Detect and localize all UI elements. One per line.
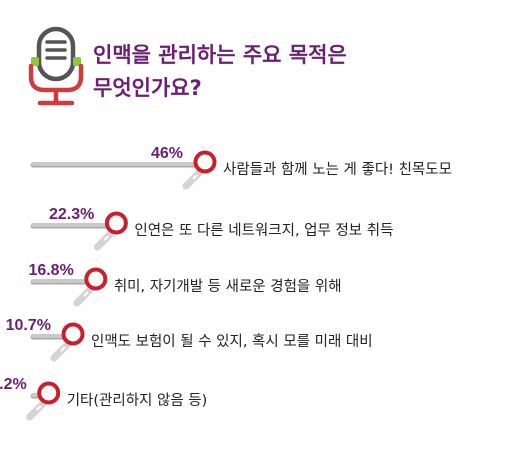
- microphone-head: [61, 322, 85, 346]
- bar-category-label: 기타(관리하지 않음 등): [67, 392, 208, 409]
- microphone-handle-ring: [35, 405, 42, 411]
- microphone-head: [193, 150, 217, 174]
- bar-value-label: 16.8%: [28, 262, 73, 279]
- bar-value-label: 4.2%: [0, 376, 27, 393]
- bar-category-label: 사람들과 함께 노는 게 좋다! 친목도모: [223, 161, 452, 178]
- bar-value-label: 22.3%: [49, 206, 94, 223]
- bar-category-label: 취미, 자기개발 등 새로운 경험을 위해: [114, 278, 342, 295]
- microphone-icon: [28, 26, 84, 106]
- microphone-icon: [26, 381, 61, 421]
- microphone-icon: [73, 267, 108, 307]
- microphone-icon: [93, 211, 128, 251]
- microphone-handle-ring: [60, 346, 66, 352]
- microphone-icon: [50, 322, 85, 362]
- microphone-head: [84, 267, 108, 291]
- microphone-head: [104, 211, 128, 235]
- bar-value-label: 46%: [151, 145, 183, 162]
- chart-title-line1: 인맥을 관리하는 주요 목적은: [93, 43, 347, 67]
- microphone-icon: [182, 150, 217, 190]
- chart-rows: 46% 사람들과 함께 노는 게 좋다! 친목도모 22.3% 인연은 또 다른 네트…: [0, 145, 452, 421]
- bar-category-label: 인맥도 보험이 될 수 있지, 혹시 모를 미래 대비: [91, 332, 373, 350]
- bar-value-label: 10.7%: [6, 317, 51, 334]
- microphone-handle-ring: [192, 174, 198, 180]
- chart-title-line2: 무엇인가요?: [93, 76, 202, 100]
- microphone-handle-ring: [103, 235, 110, 241]
- microphone-handle-ring: [83, 291, 89, 297]
- bar-category-label: 인연은 또 다른 네트워크지, 업무 정보 취득: [134, 222, 393, 239]
- microphone-head: [37, 381, 61, 405]
